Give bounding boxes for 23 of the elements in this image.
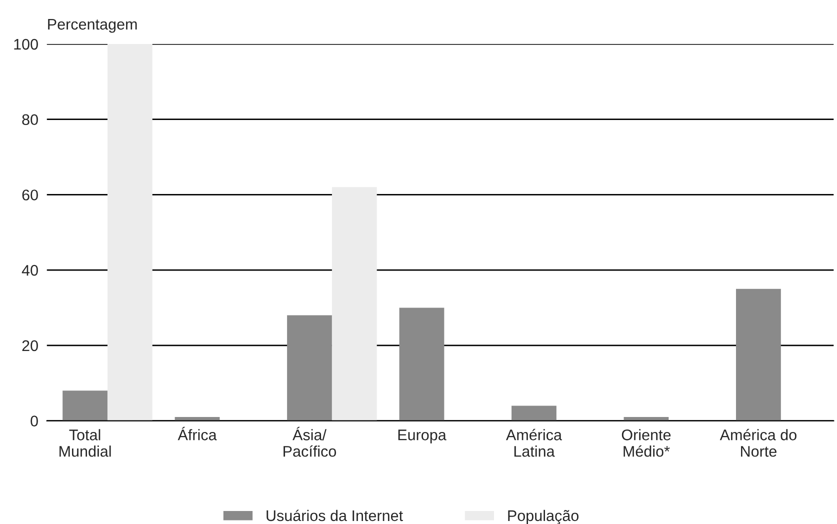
bar [62, 390, 108, 421]
bar [736, 288, 781, 421]
x-tick-label: Oriente Médio* [622, 429, 671, 457]
legend-label: Usuários da Internet [266, 510, 403, 522]
y-tick-label: 20 [22, 340, 38, 352]
y-tick-label: 60 [22, 190, 38, 200]
x-tick-label: Europa [398, 430, 446, 444]
x-tick-label: América do Norte [720, 428, 796, 457]
bar [287, 315, 332, 421]
y-axis-title: Percentagem [48, 19, 137, 33]
x-tick-label: Total Mundial [60, 429, 111, 457]
legend-label: População [508, 510, 578, 524]
y-tick-label: 80 [22, 114, 38, 126]
x-tick-label: Ásia/ Pacífico [284, 426, 336, 457]
y-tick-label: 40 [22, 264, 38, 276]
x-tick-label: América Latina [506, 428, 562, 457]
x-tick-label: África [178, 426, 217, 440]
bar [332, 187, 377, 421]
y-tick-label: 0 [30, 416, 38, 426]
bar [399, 308, 444, 421]
y-tick-label: 100 [14, 38, 38, 50]
bar [512, 406, 556, 421]
bar [107, 44, 152, 421]
